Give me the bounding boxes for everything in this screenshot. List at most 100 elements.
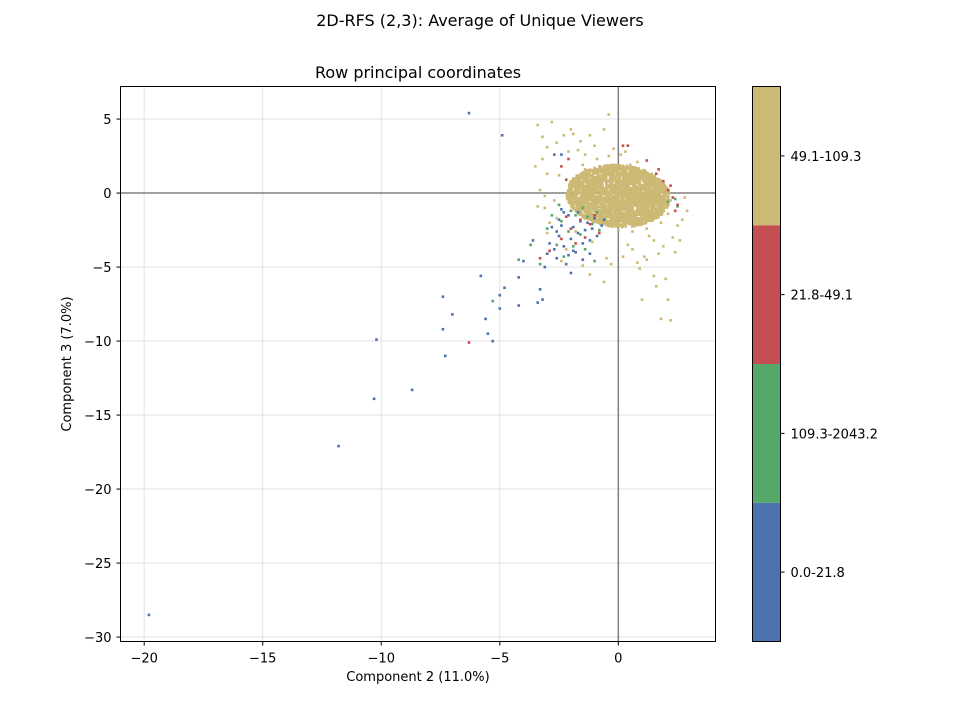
cluster-point: [648, 183, 651, 187]
cluster-point: [646, 204, 649, 207]
cluster-point: [614, 185, 617, 189]
cluster-point: [626, 187, 630, 190]
data-point: [590, 240, 594, 244]
data-point: [548, 242, 551, 245]
data-point: [654, 178, 658, 181]
data-point: [574, 214, 577, 217]
cluster-point: [616, 192, 620, 195]
data-point: [666, 188, 670, 192]
cluster-point: [662, 194, 666, 197]
cluster-point: [613, 217, 616, 220]
data-point: [654, 285, 658, 288]
data-point: [543, 194, 547, 198]
cluster-point: [591, 182, 595, 185]
plot-frame: [120, 86, 716, 642]
data-point: [671, 196, 675, 199]
cluster-point: [601, 186, 604, 189]
cluster-point: [601, 180, 604, 183]
cluster-point: [584, 173, 587, 177]
data-point: [669, 319, 672, 322]
cluster-point: [591, 175, 595, 179]
cluster-point: [606, 164, 610, 167]
cluster-point: [621, 174, 624, 178]
data-point: [560, 237, 563, 241]
cluster-point: [663, 184, 667, 187]
cluster-point: [638, 170, 642, 174]
data-point: [619, 200, 622, 204]
cluster-point: [609, 189, 613, 192]
cluster-point: [644, 171, 648, 174]
cluster-point: [621, 220, 625, 223]
cluster-point: [623, 186, 627, 190]
cluster-point: [648, 214, 651, 218]
cluster-point: [618, 199, 621, 203]
cluster-point: [635, 190, 638, 194]
x-tick-label: 0: [614, 652, 622, 667]
cluster-point: [634, 181, 638, 185]
cluster-point: [634, 204, 637, 207]
data-point: [147, 613, 151, 617]
data-point: [553, 248, 556, 251]
cluster-point: [615, 169, 618, 172]
data-point: [598, 228, 601, 232]
data-point: [579, 219, 582, 223]
cluster-point: [624, 168, 627, 172]
cluster-point: [630, 191, 634, 194]
cluster-point: [644, 177, 647, 180]
cluster-point: [609, 224, 612, 228]
data-point: [560, 224, 563, 227]
data-point: [491, 339, 494, 343]
cluster-point: [586, 196, 589, 199]
cluster-point: [595, 206, 599, 209]
cluster-point: [639, 173, 642, 176]
cluster-point: [603, 193, 607, 197]
data-point: [673, 251, 677, 254]
cluster-point: [586, 205, 590, 208]
cluster-point: [641, 177, 644, 180]
cluster-point: [594, 172, 598, 175]
cluster-point: [600, 203, 604, 207]
cluster-point: [631, 211, 634, 214]
y-tick-label: −30: [84, 631, 111, 646]
cluster-point: [653, 193, 657, 197]
cluster-point: [642, 188, 646, 191]
cluster-point: [644, 216, 647, 219]
cluster-point: [608, 179, 612, 182]
cluster-point: [657, 192, 660, 196]
cluster-point: [628, 191, 632, 194]
cluster-point: [619, 188, 622, 191]
cluster-point: [653, 212, 657, 215]
cluster-point: [634, 224, 637, 228]
cluster-point: [586, 174, 589, 178]
cluster-point: [643, 180, 646, 183]
data-point: [600, 221, 603, 224]
data-point: [645, 258, 649, 261]
cluster-point: [584, 190, 587, 193]
cluster-point: [657, 209, 660, 213]
cluster-point: [618, 167, 622, 171]
cluster-point: [614, 174, 618, 178]
cluster-point: [589, 213, 593, 216]
cluster-point: [600, 183, 604, 186]
cluster-point: [616, 221, 620, 224]
data-point: [576, 211, 580, 214]
data-point: [645, 227, 649, 230]
data-point: [562, 245, 566, 248]
cluster-point: [592, 188, 596, 192]
cluster-point: [642, 205, 646, 208]
data-point: [666, 200, 670, 204]
data-point: [545, 227, 549, 230]
cluster-point: [648, 216, 652, 220]
colorbar-segment: [752, 225, 781, 364]
cluster-point: [588, 180, 592, 184]
cluster-point: [600, 213, 604, 217]
cluster-point: [635, 180, 639, 183]
cluster-point: [590, 179, 594, 182]
cluster-point: [571, 183, 574, 186]
data-point: [645, 159, 649, 162]
cluster-point: [622, 223, 625, 226]
cluster-point: [579, 172, 582, 176]
cluster-point: [589, 187, 592, 191]
cluster-point: [622, 208, 625, 211]
cluster-point: [612, 163, 616, 167]
